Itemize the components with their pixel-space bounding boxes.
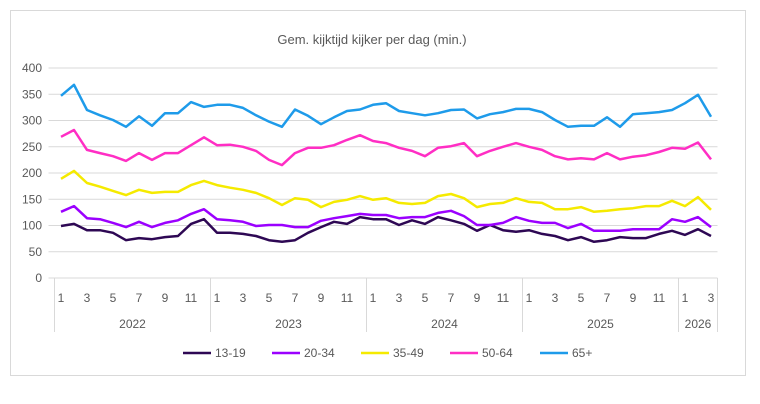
legend-item: 35-49 bbox=[361, 346, 424, 360]
x-tick-label: 7 bbox=[292, 291, 299, 305]
x-tick-label: 7 bbox=[604, 291, 611, 305]
series-line-65+ bbox=[60, 83, 713, 129]
year-label: 2025 bbox=[587, 317, 614, 331]
x-tick-label: 1 bbox=[58, 291, 65, 305]
legend-item: 13-19 bbox=[183, 346, 246, 360]
y-tick-label: 400 bbox=[22, 61, 42, 75]
x-tick-label: 7 bbox=[448, 291, 455, 305]
x-tick-label: 1 bbox=[682, 291, 689, 305]
y-tick-label: 150 bbox=[22, 192, 42, 206]
x-tick-label: 3 bbox=[552, 291, 559, 305]
legend-label: 20-34 bbox=[304, 346, 335, 360]
chart-frame bbox=[10, 10, 746, 376]
x-tick-label: 3 bbox=[84, 291, 91, 305]
x-tick-label: 5 bbox=[578, 291, 585, 305]
legend-label: 13-19 bbox=[215, 346, 246, 360]
year-label: 2022 bbox=[119, 317, 146, 331]
x-tick-label: 9 bbox=[474, 291, 481, 305]
x-tick-label: 3 bbox=[708, 291, 715, 305]
x-tick-label: 11 bbox=[341, 291, 354, 305]
y-tick-label: 300 bbox=[22, 114, 42, 128]
series-line-13-19 bbox=[60, 215, 712, 244]
x-tick-label: 5 bbox=[110, 291, 117, 305]
year-label: 2024 bbox=[431, 317, 458, 331]
series-line-50-64 bbox=[60, 128, 712, 167]
year-label: 2026 bbox=[685, 317, 712, 331]
x-tick-label: 3 bbox=[240, 291, 247, 305]
x-tick-label: 11 bbox=[497, 291, 510, 305]
x-tick-label: 5 bbox=[422, 291, 429, 305]
x-tick-label: 1 bbox=[214, 291, 221, 305]
y-tick-label: 350 bbox=[22, 87, 42, 101]
legend-item: 65+ bbox=[540, 346, 592, 360]
x-tick-label: 9 bbox=[318, 291, 325, 305]
legend-label: 65+ bbox=[572, 346, 592, 360]
x-tick-label: 9 bbox=[162, 291, 169, 305]
x-tick-label: 11 bbox=[653, 291, 666, 305]
x-tick-label: 7 bbox=[136, 291, 143, 305]
y-tick-label: 0 bbox=[35, 271, 42, 285]
year-label: 2023 bbox=[275, 317, 302, 331]
legend-label: 50-64 bbox=[482, 346, 513, 360]
chart-title: Gem. kijktijd kijker per dag (min.) bbox=[277, 32, 466, 47]
y-tick-label: 250 bbox=[22, 140, 42, 154]
y-tick-label: 100 bbox=[22, 219, 42, 233]
x-tick-label: 5 bbox=[266, 291, 273, 305]
y-tick-label: 200 bbox=[22, 166, 42, 180]
x-tick-label: 3 bbox=[396, 291, 403, 305]
x-tick-label: 11 bbox=[185, 291, 198, 305]
x-tick-label: 1 bbox=[526, 291, 533, 305]
y-tick-label: 50 bbox=[29, 245, 43, 259]
x-tick-label: 9 bbox=[630, 291, 637, 305]
series-line-20-34 bbox=[60, 204, 712, 233]
x-tick-label: 1 bbox=[370, 291, 377, 305]
legend-label: 35-49 bbox=[393, 346, 424, 360]
legend-item: 50-64 bbox=[450, 346, 513, 360]
legend-item: 20-34 bbox=[272, 346, 335, 360]
series-line-35-49 bbox=[60, 169, 712, 214]
